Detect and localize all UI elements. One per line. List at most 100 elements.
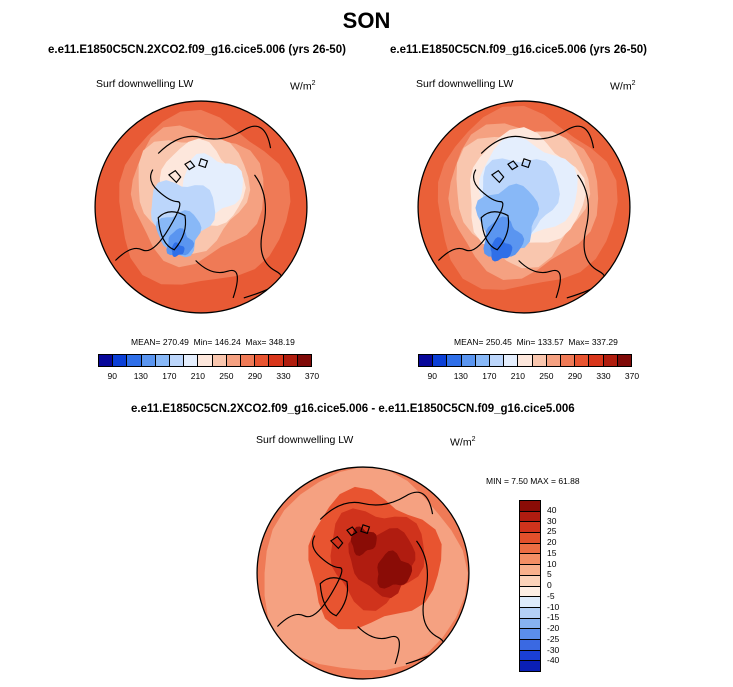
colorbar-tick-label: 5 bbox=[547, 569, 552, 580]
panel-1-min: 146.24 bbox=[214, 337, 241, 347]
colorbar-tick-label: -15 bbox=[547, 612, 560, 623]
colorbar-swatch bbox=[198, 355, 213, 366]
colorbar-swatch bbox=[212, 355, 227, 366]
coastline-5 bbox=[319, 577, 349, 617]
colorbar-swatch bbox=[532, 355, 547, 366]
panel-2-stats: MEAN= 250.45 Min= 133.57 Max= 337.29 bbox=[454, 337, 618, 347]
colorbar-tick-label: 130 bbox=[133, 371, 148, 381]
panel-2-units: W/m2 bbox=[610, 80, 636, 93]
colorbar-tick-label: 210 bbox=[510, 371, 525, 381]
panel-2-mean: 250.45 bbox=[485, 337, 512, 347]
colorbar-tick-label: 330 bbox=[596, 371, 611, 381]
coastline-1 bbox=[157, 125, 272, 154]
colorbar-tick-label: 40 bbox=[547, 504, 557, 515]
colorbar-swatch bbox=[603, 355, 618, 366]
panel-3-map bbox=[256, 466, 470, 680]
colorbar-swatch bbox=[520, 607, 540, 619]
colorbar-swatch bbox=[241, 355, 256, 366]
coastline-4 bbox=[329, 524, 371, 550]
coastline-1 bbox=[480, 125, 595, 154]
colorbar-tick-label: 20 bbox=[547, 537, 557, 547]
colorbar-tick-label: -5 bbox=[547, 590, 555, 601]
colorbar-swatch bbox=[520, 501, 540, 512]
colorbar-tick-label: 30 bbox=[547, 515, 557, 526]
colorbar-swatch bbox=[170, 355, 185, 366]
panel-2-map bbox=[417, 100, 631, 314]
colorbar-swatch bbox=[504, 355, 519, 366]
colorbar-swatch bbox=[184, 355, 199, 366]
colorbar-tick-label: 370 bbox=[624, 371, 640, 381]
colorbar-swatch bbox=[520, 661, 540, 671]
colorbar-swatch bbox=[226, 355, 242, 366]
map-border bbox=[417, 100, 631, 314]
panel-1-units: W/m2 bbox=[290, 80, 316, 93]
contour-fill-5 bbox=[350, 526, 377, 556]
panel-2-min: 133.57 bbox=[537, 337, 564, 347]
colorbar-swatch bbox=[447, 355, 462, 366]
panel-1-map bbox=[94, 100, 308, 314]
colorbar-tick-label: -10 bbox=[547, 601, 560, 612]
colorbar-swatch bbox=[520, 511, 540, 523]
coastline-0 bbox=[276, 535, 343, 627]
colorbar-swatch bbox=[575, 355, 590, 366]
colorbar-swatch bbox=[520, 543, 540, 555]
coastline-3 bbox=[195, 260, 238, 299]
colorbar-tick-label: 250 bbox=[219, 371, 234, 381]
coastline-4 bbox=[167, 158, 209, 184]
colorbar-swatch bbox=[141, 355, 156, 366]
colorbar-swatch bbox=[419, 355, 434, 366]
colorbar-strip bbox=[519, 500, 541, 672]
colorbar-tick-label: 210 bbox=[190, 371, 205, 381]
panel-3-units: W/m2 bbox=[450, 436, 476, 449]
colorbar-swatch bbox=[617, 355, 632, 366]
colorbar-strip bbox=[98, 354, 312, 367]
colorbar-swatch bbox=[561, 355, 576, 366]
colorbar-swatch bbox=[520, 618, 540, 630]
colorbar-tick-label: 290 bbox=[247, 371, 263, 381]
coastline-0 bbox=[437, 169, 504, 261]
coastline-3 bbox=[357, 626, 400, 665]
colorbar-swatch bbox=[518, 355, 533, 366]
colorbar-swatch bbox=[546, 355, 562, 366]
colorbar-swatch bbox=[520, 586, 540, 598]
panel-3-max: 61.88 bbox=[558, 476, 580, 486]
colorbar-tick-label: 130 bbox=[453, 371, 468, 381]
panel-1-title: e.e11.E1850C5CN.2XCO2.f09_g16.cice5.006 … bbox=[48, 44, 346, 56]
colorbar-tick-label: 90 bbox=[107, 371, 117, 381]
colorbar-tick-label: -20 bbox=[547, 623, 560, 633]
panel-2-title: e.e11.E1850C5CN.f09_g16.cice5.006 (yrs 2… bbox=[390, 44, 648, 56]
panel-2-variable-label: Surf downwelling LW bbox=[416, 78, 514, 90]
colorbar-swatch bbox=[99, 355, 114, 366]
panel-1-variable-label: Surf downwelling LW bbox=[96, 78, 194, 90]
colorbar-swatch bbox=[490, 355, 505, 366]
coastline-1 bbox=[319, 491, 434, 520]
colorbar-tick-label: 170 bbox=[482, 371, 497, 381]
panel-3-colorbar: 40 30 25 20 15 10 5 0 -5 -10 -15 -20 -25 -30 -40 bbox=[519, 500, 559, 672]
colorbar-swatch bbox=[283, 355, 298, 366]
contour-fill-8 bbox=[171, 242, 185, 257]
colorbar-swatch bbox=[269, 355, 284, 366]
map-border bbox=[256, 466, 470, 680]
colorbar-swatch bbox=[297, 355, 312, 366]
colorbar-strip bbox=[418, 354, 632, 367]
colorbar-swatch bbox=[520, 650, 540, 662]
colorbar-swatch bbox=[520, 639, 540, 651]
figure-title: SON bbox=[342, 8, 391, 33]
coastline-3 bbox=[518, 260, 561, 299]
panel-1-colorbar: 90 130 170 210 250 290 330 370 bbox=[98, 354, 319, 381]
colorbar-swatch bbox=[520, 565, 540, 576]
panel-2-max: 337.29 bbox=[591, 337, 618, 347]
colorbar-tick-label: -40 bbox=[547, 655, 560, 666]
colorbar-tick-label: 25 bbox=[547, 526, 557, 537]
colorbar-tick-label: 10 bbox=[547, 558, 557, 569]
colorbar-tick-label: 90 bbox=[427, 371, 437, 381]
coastline-5 bbox=[157, 211, 187, 251]
colorbar-tick-label: 330 bbox=[276, 371, 291, 381]
colorbar-swatch bbox=[520, 522, 540, 534]
colorbar-swatch bbox=[127, 355, 142, 366]
colorbar-tick-label: 250 bbox=[539, 371, 554, 381]
colorbar-tick-label: -30 bbox=[547, 644, 560, 655]
panel-1-max: 348.19 bbox=[268, 337, 295, 347]
colorbar-tick-label: 290 bbox=[567, 371, 583, 381]
panel-3-variable-label: Surf downwelling LW bbox=[256, 434, 354, 446]
